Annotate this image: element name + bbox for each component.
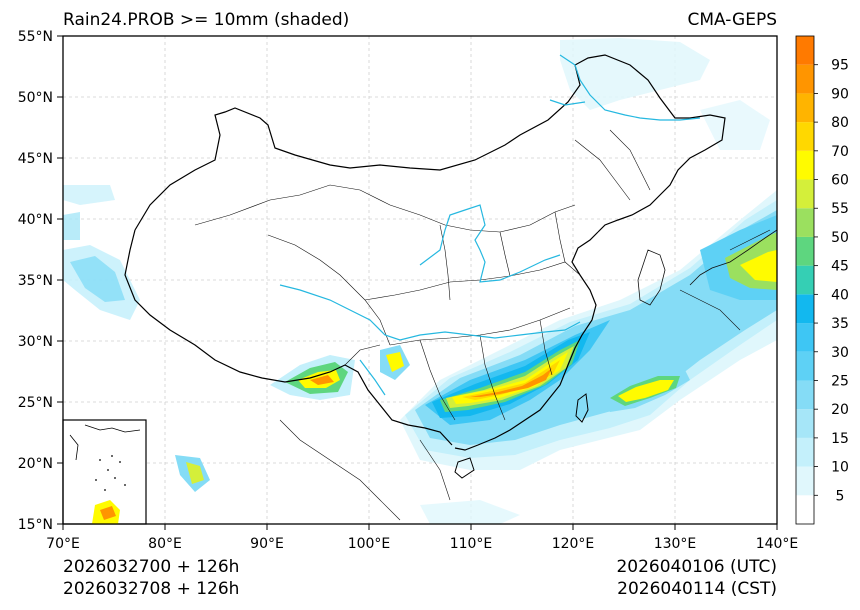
- colorbar: 5 10 15 20 25 30 35 40 45 50 55 60 70 80 90 95: [795, 35, 849, 525]
- lon-label: 100°E: [348, 536, 391, 552]
- colorbar-label: 90: [831, 86, 849, 102]
- rivers: [279, 54, 701, 396]
- lon-label: 70°E: [46, 536, 80, 552]
- lat-label: 35°N: [18, 273, 53, 289]
- tick-marks: [57, 35, 778, 530]
- init-time-utc: 2026032700 + 126h: [63, 557, 239, 577]
- colorbar-label: 60: [831, 173, 849, 189]
- colorbar-label: 5: [836, 488, 845, 504]
- lon-label: 140°E: [756, 536, 799, 552]
- colorbar-label: 35: [831, 316, 849, 332]
- colorbar-swatch: [796, 265, 814, 295]
- colorbar-swatch: [796, 64, 814, 94]
- colorbar-label: 45: [831, 259, 849, 275]
- colorbar-swatch: [796, 93, 814, 123]
- colorbar-swatch: [796, 380, 814, 410]
- lat-label: 15°N: [18, 517, 53, 533]
- colorbar-frame: [795, 35, 815, 525]
- map-content: [63, 36, 777, 524]
- colorbar-label: 20: [831, 402, 849, 418]
- colorbar-label: 10: [831, 460, 849, 476]
- colorbar-swatch: [796, 208, 814, 237]
- valid-time-cst: 2026040114 (CST): [617, 579, 777, 599]
- colorbar-swatch: [796, 236, 814, 266]
- probability-shading: [63, 38, 777, 524]
- japan-outline: [689, 229, 777, 286]
- colorbar-label: 30: [831, 345, 849, 361]
- lon-label: 80°E: [148, 536, 182, 552]
- map-title: Rain24.PROB >= 10mm (shaded): [63, 10, 349, 30]
- colorbar-swatch: [796, 122, 814, 151]
- colorbar-swatch: [796, 150, 814, 180]
- lat-label: 55°N: [18, 29, 53, 45]
- colorbar-swatch: [796, 179, 814, 209]
- init-time-cst: 2026032708 + 126h: [63, 579, 239, 599]
- lon-label: 120°E: [552, 536, 595, 552]
- colorbar-swatch: [796, 495, 814, 524]
- colorbar-swatch: [796, 466, 814, 496]
- colorbar-swatch: [796, 294, 814, 324]
- colorbar-label: 25: [831, 373, 849, 389]
- lat-label: 25°N: [18, 395, 53, 411]
- model-name: CMA-GEPS: [687, 10, 777, 30]
- colorbar-swatch: [796, 437, 814, 467]
- taiwan-island: [575, 393, 589, 423]
- country-border: [124, 54, 726, 451]
- inset-islands: [95, 455, 126, 491]
- colorbar-label: 55: [831, 201, 849, 217]
- colorbar-label: 80: [831, 115, 849, 131]
- lat-label: 45°N: [18, 151, 53, 167]
- lon-label: 110°E: [450, 536, 493, 552]
- lon-label: 90°E: [250, 536, 284, 552]
- inset-map: [62, 419, 147, 525]
- hainan-island: [454, 457, 475, 479]
- colorbar-swatch: [796, 36, 814, 65]
- korea-outline: [637, 249, 666, 306]
- colorbar-swatch: [796, 409, 814, 438]
- lon-label: 130°E: [654, 536, 697, 552]
- colorbar-label: 70: [831, 144, 849, 160]
- lat-label: 20°N: [18, 456, 53, 472]
- colorbar-label: 50: [831, 230, 849, 246]
- colorbar-label: 40: [831, 287, 849, 303]
- lat-label: 40°N: [18, 212, 53, 228]
- colorbar-swatch: [796, 351, 814, 381]
- colorbar-label: 15: [831, 431, 849, 447]
- colorbar-swatch: [796, 323, 814, 352]
- valid-time-utc: 2026040106 (UTC): [616, 557, 777, 577]
- lat-label: 50°N: [18, 90, 53, 106]
- colorbar-label: 95: [831, 58, 849, 74]
- lat-label: 30°N: [18, 334, 53, 350]
